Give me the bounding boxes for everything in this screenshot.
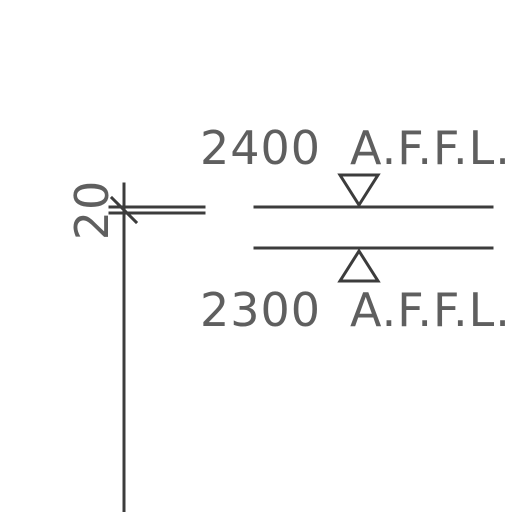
lower-level-label: A.F.F.L.: [350, 283, 511, 337]
upper-level-label: A.F.F.L.: [350, 121, 511, 175]
dimension-value-text: 20: [65, 180, 119, 241]
level-marker-down-icon: [337, 173, 381, 208]
lower-level-value: 2300: [200, 283, 321, 337]
level-marker-up-icon: [337, 248, 381, 283]
upper-level-value: 2400: [200, 121, 321, 175]
dimension-tick: [109, 195, 139, 225]
